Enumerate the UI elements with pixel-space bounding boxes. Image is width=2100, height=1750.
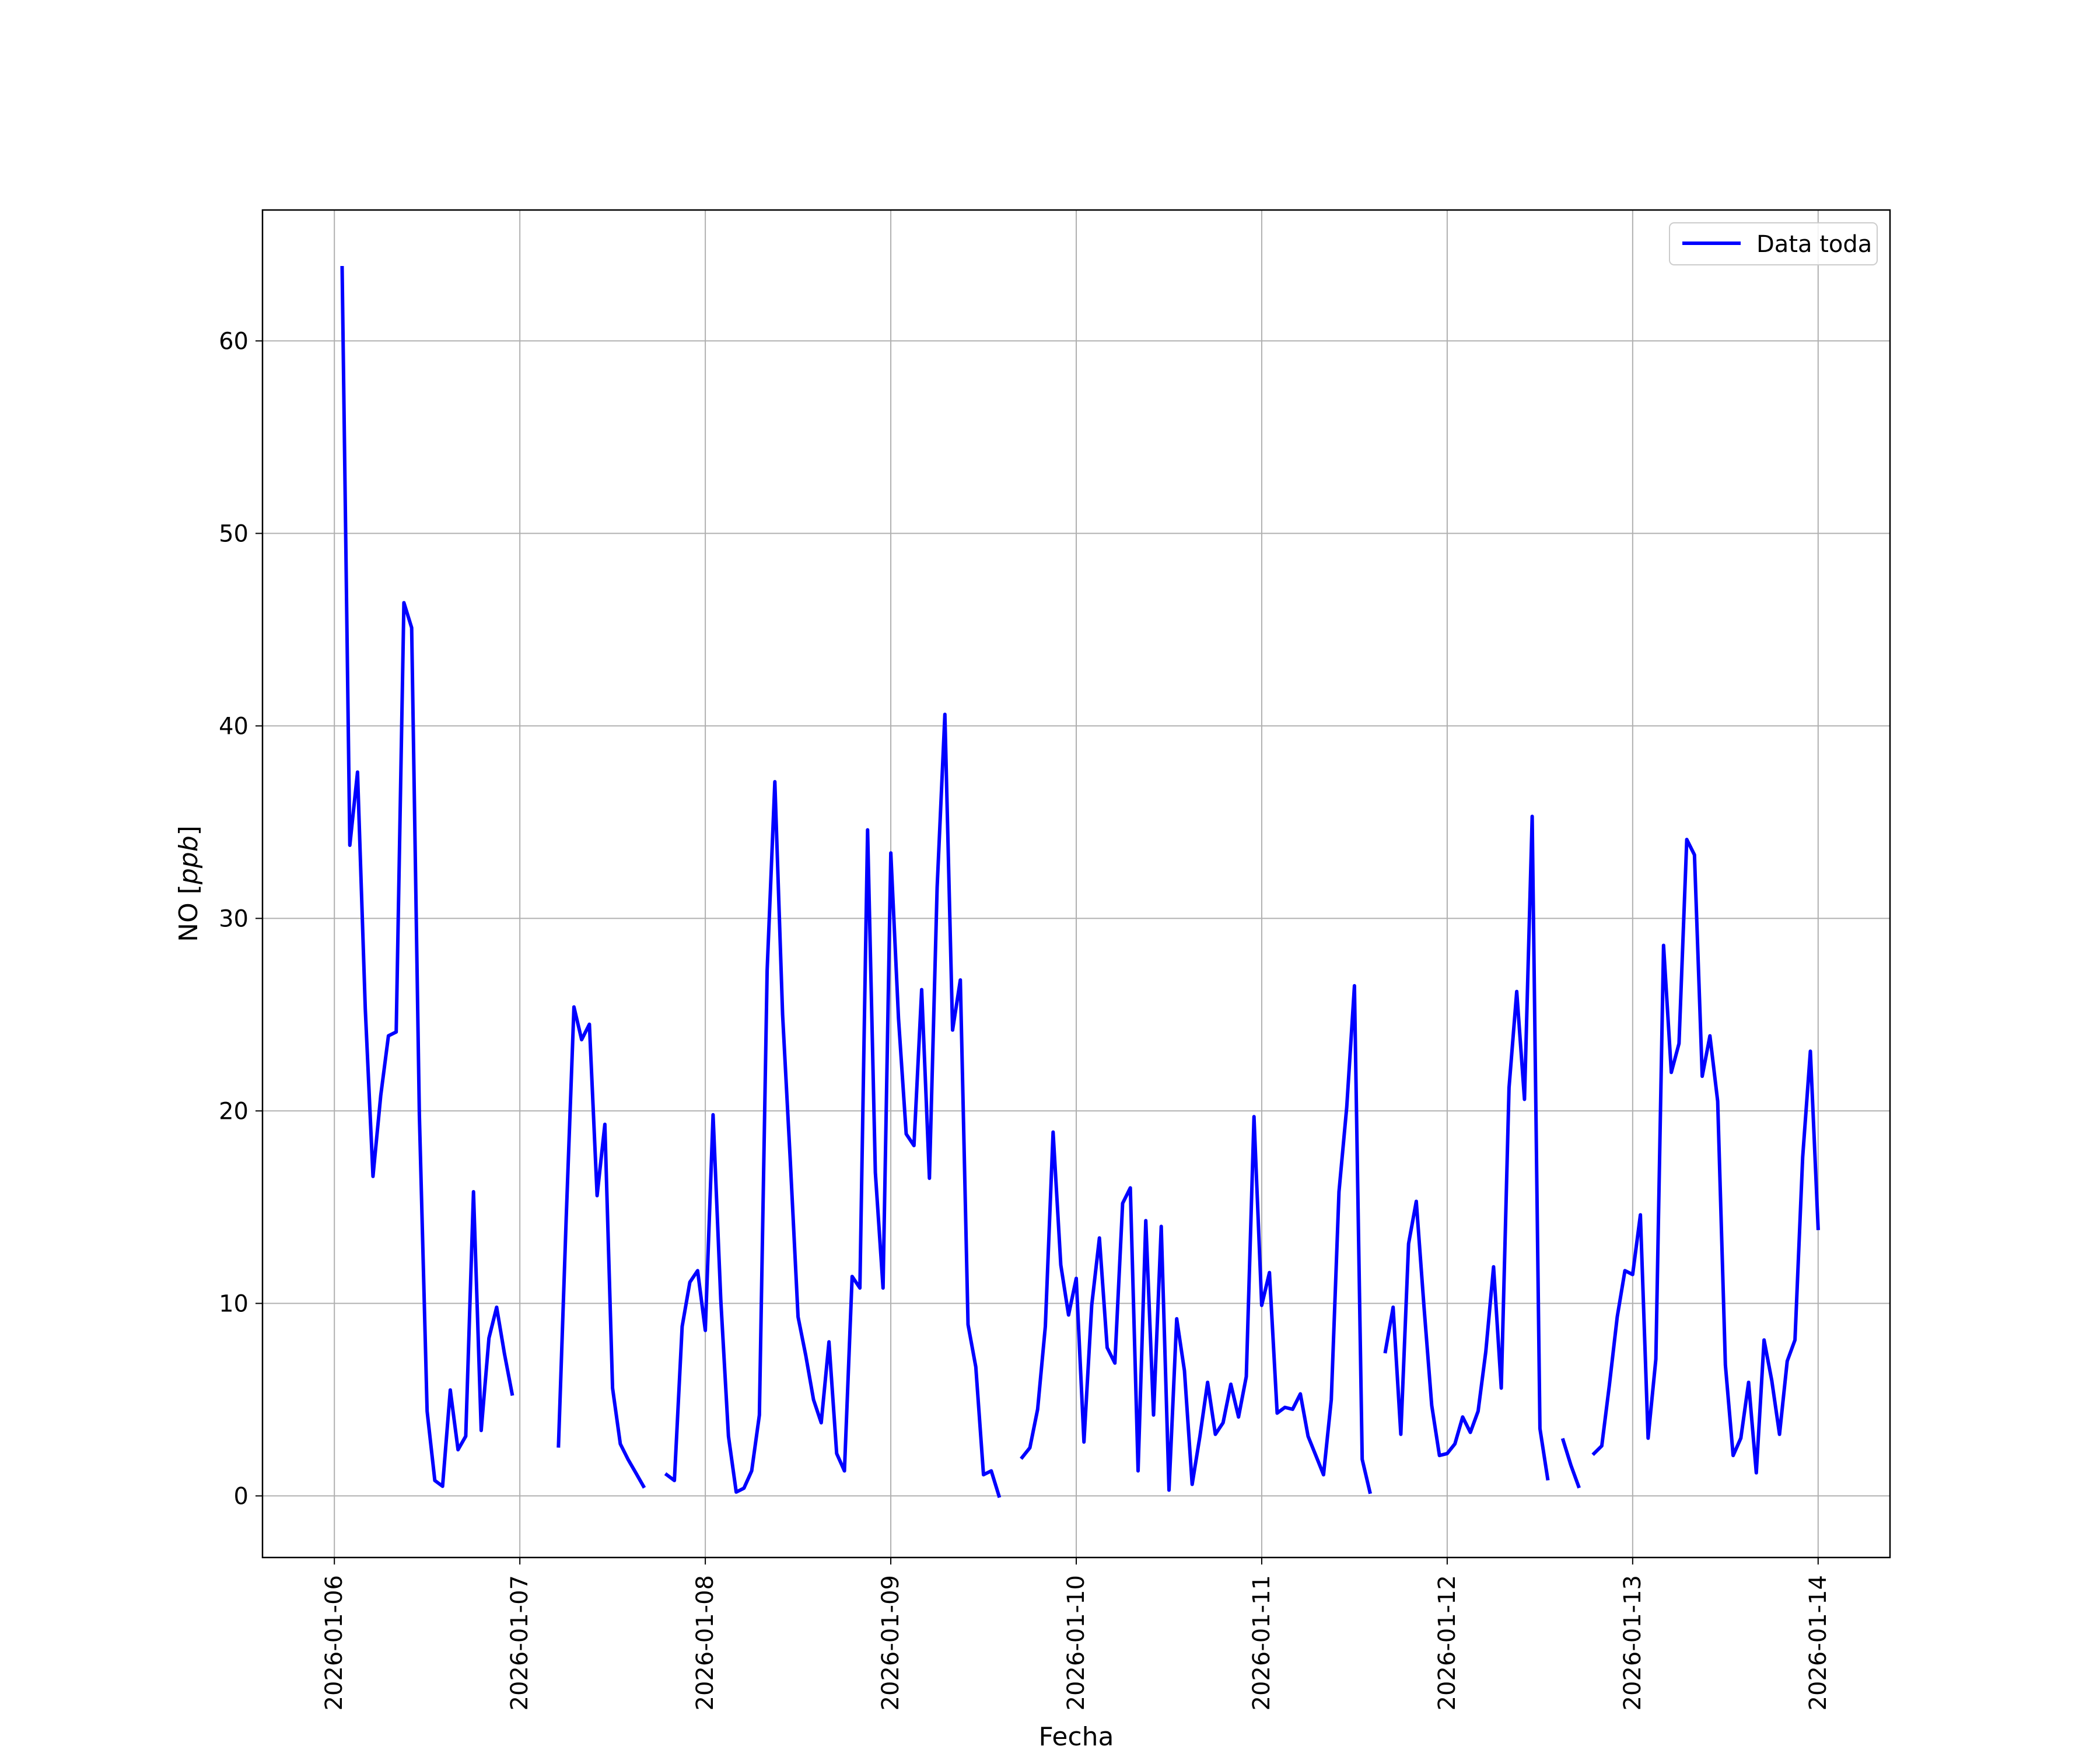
- x-tick-label: 2026-01-12: [1434, 1575, 1461, 1710]
- x-tick-label: 2026-01-10: [1063, 1575, 1090, 1710]
- y-tick-label: 60: [219, 328, 249, 355]
- y-tick-label: 20: [219, 1098, 249, 1125]
- series-line-segment: [340, 265, 514, 1488]
- series-layer: [340, 265, 1820, 1499]
- legend-label-data-toda: Data toda: [1756, 231, 1872, 258]
- x-tick-label: 2026-01-07: [506, 1575, 533, 1710]
- x-tick-label: 2026-01-13: [1619, 1575, 1646, 1710]
- y-axis-label-prefix: NO [: [174, 884, 204, 942]
- y-tick-label: 40: [219, 713, 249, 740]
- series-line-segment: [1591, 838, 1820, 1475]
- y-tick-label: 30: [219, 905, 249, 932]
- x-tick-label: 2026-01-14: [1805, 1575, 1832, 1710]
- x-tick-label: 2026-01-06: [321, 1575, 348, 1710]
- x-tick-label: 2026-01-08: [692, 1575, 719, 1710]
- y-tick-label: 50: [219, 520, 249, 547]
- series-line-segment: [1560, 1437, 1581, 1489]
- y-tick-label: 10: [219, 1290, 249, 1317]
- x-tick-label: 2026-01-09: [877, 1575, 904, 1710]
- x-axis-label: Fecha: [1038, 1722, 1114, 1750]
- series-line-segment: [1020, 984, 1373, 1494]
- axis-ticks: 2026-01-06 2026-01-07 2026-01-08 2026-01-09…: [219, 328, 1832, 1710]
- y-axis-label: NO [ppb]: [174, 825, 204, 942]
- y-tick-label: 0: [234, 1483, 249, 1510]
- x-tick-label: 2026-01-11: [1248, 1575, 1275, 1710]
- legend: Data toda: [1669, 222, 1878, 265]
- series-line-segment: [664, 712, 1002, 1499]
- series-line-segment: [556, 1005, 646, 1489]
- y-axis-label-unit: ppb: [174, 835, 204, 885]
- series-line-segment: [1383, 814, 1550, 1481]
- y-axis-label-suffix: ]: [174, 825, 204, 835]
- legend-box: [1669, 222, 1878, 265]
